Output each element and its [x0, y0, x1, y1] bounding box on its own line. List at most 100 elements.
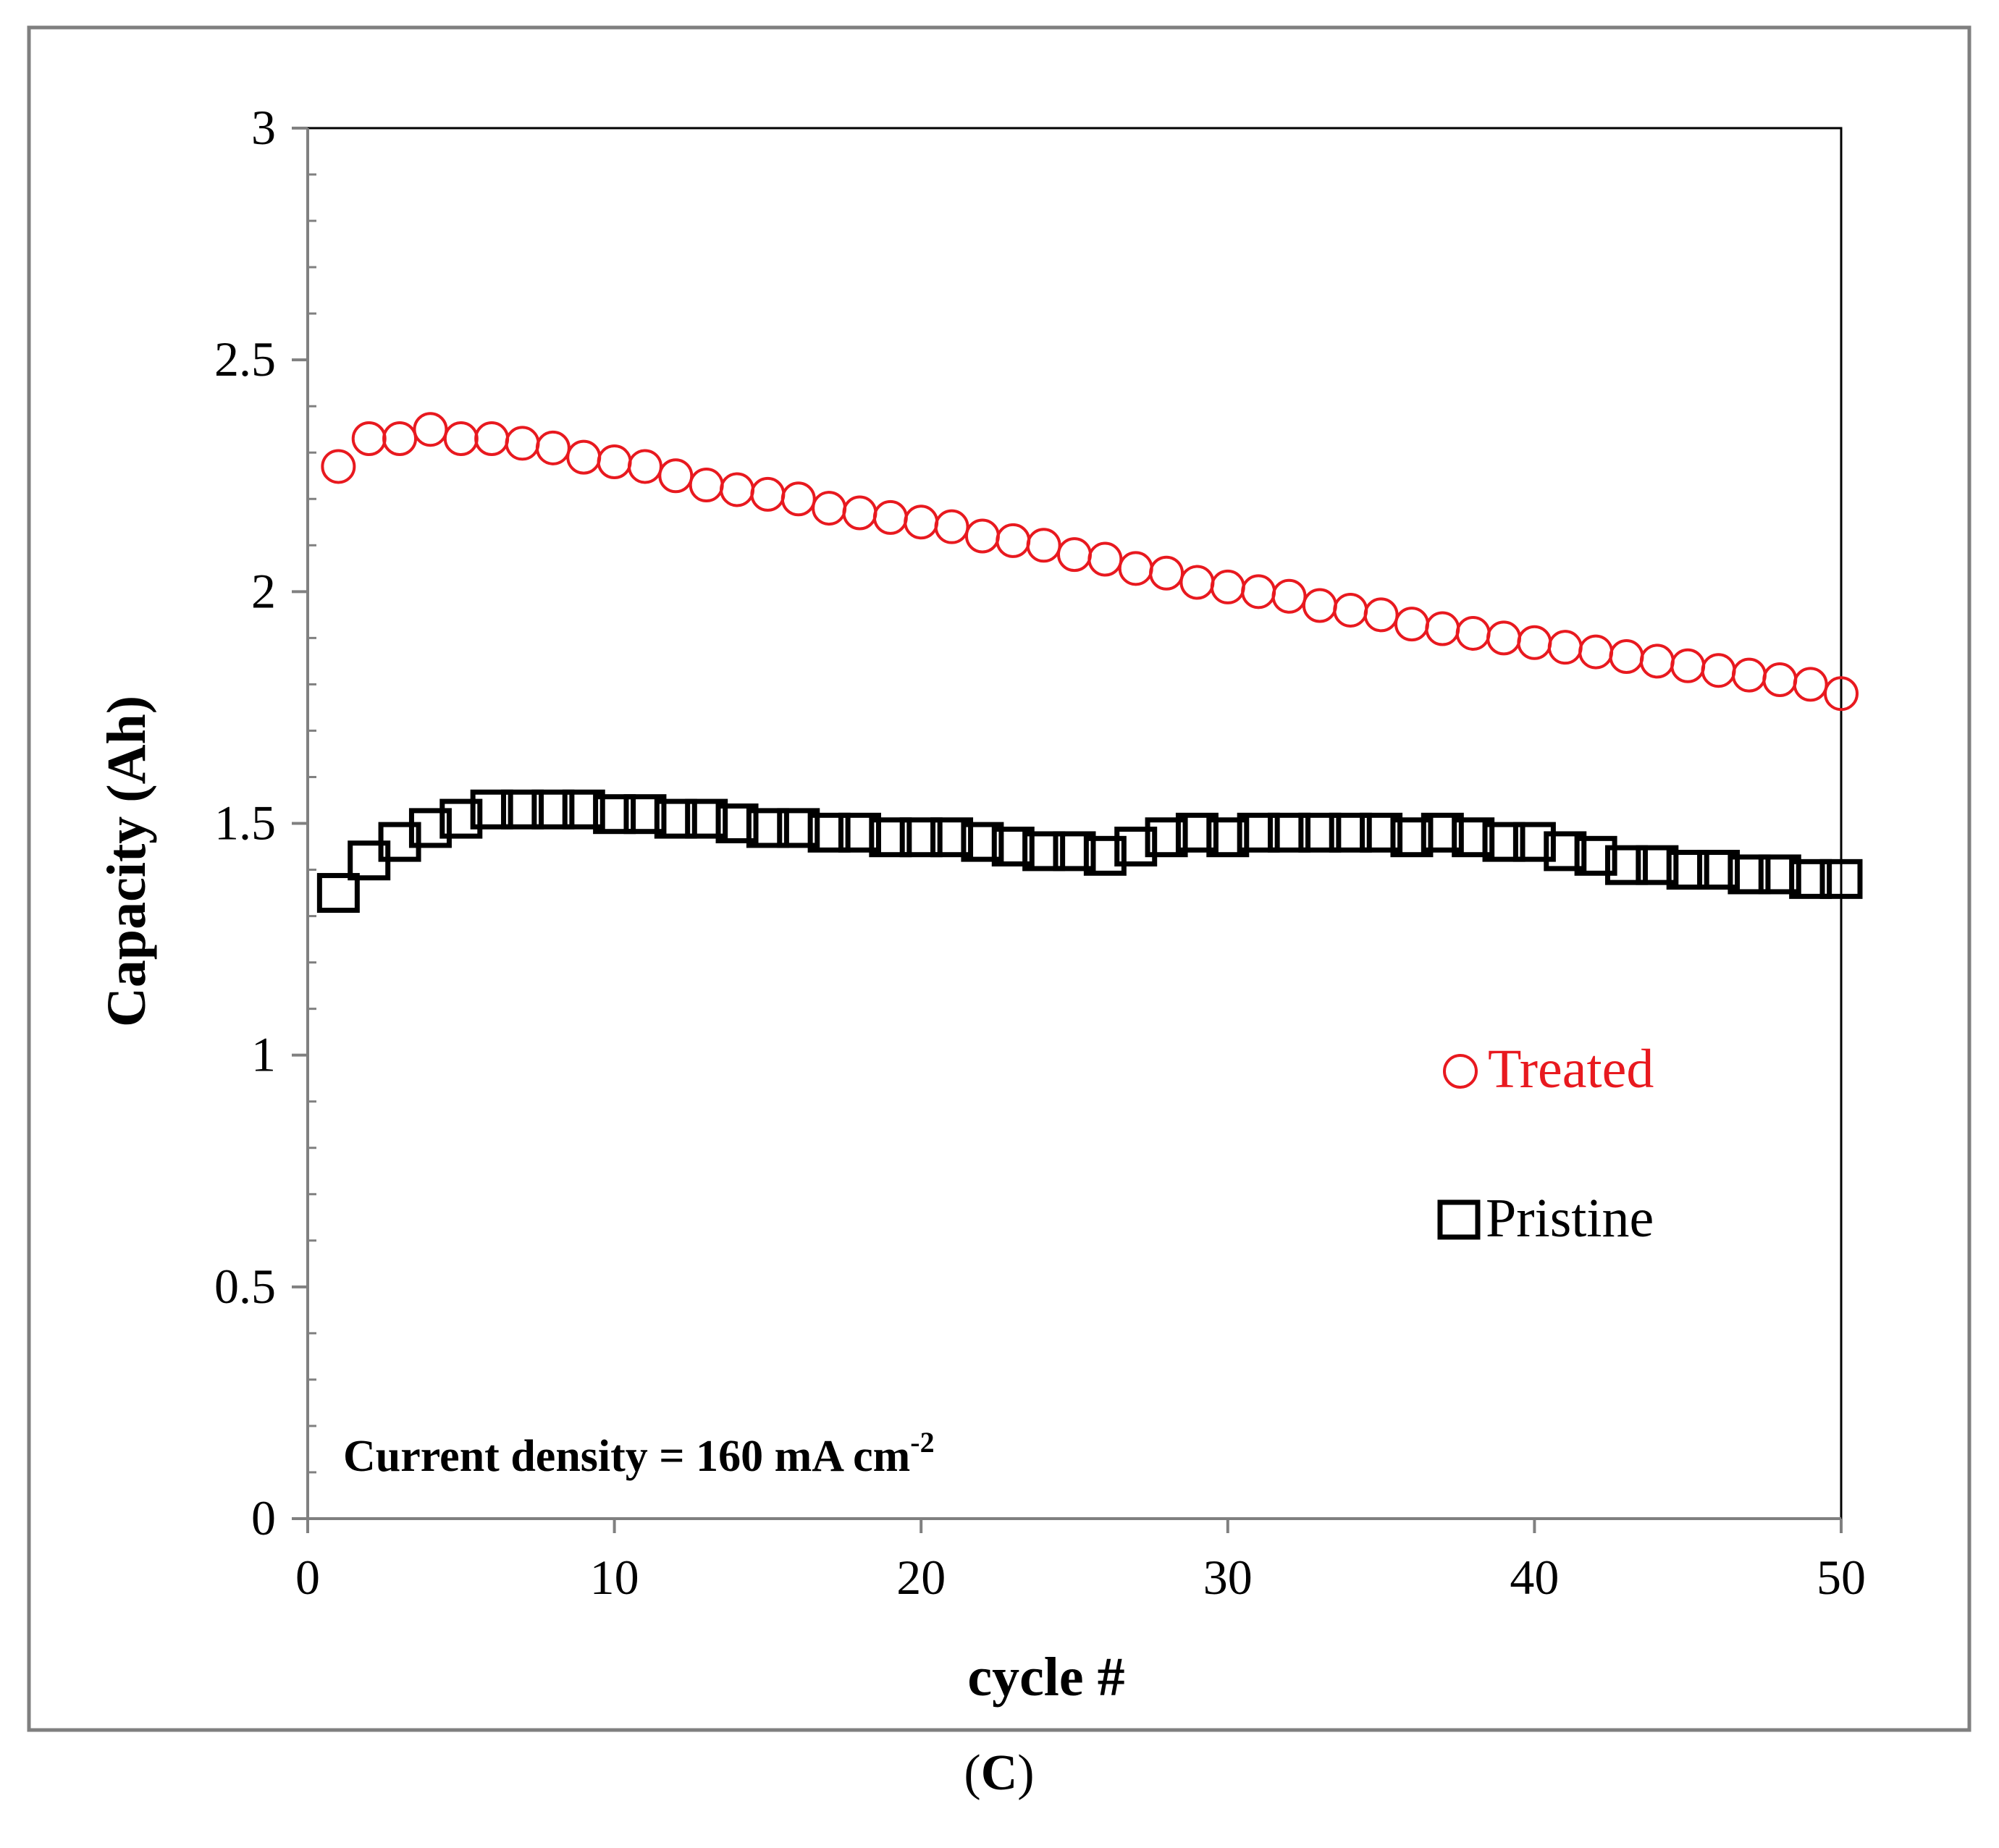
data-point-treated [382, 421, 418, 457]
y-tick-label: 3 [251, 100, 276, 155]
data-point-pristine [1666, 850, 1709, 890]
y-tick-label: 0 [251, 1490, 276, 1545]
data-point-pristine [1482, 822, 1525, 862]
data-point-treated [1578, 634, 1614, 670]
x-tick-label: 0 [295, 1550, 320, 1605]
data-point-pristine [961, 822, 1004, 862]
legend-label-pristine: Pristine [1486, 1188, 1654, 1249]
data-point-pristine [838, 812, 881, 853]
plot-area [306, 127, 1843, 1520]
data-point-pristine [1114, 827, 1158, 867]
data-point-treated [720, 472, 755, 507]
series-pristine [316, 789, 1863, 914]
data-point-pristine [746, 808, 789, 848]
data-point-pristine [623, 794, 667, 835]
data-point-treated [535, 430, 571, 465]
data-point-pristine [439, 798, 483, 839]
data-point-pristine [1758, 854, 1801, 895]
data-point-pristine [991, 827, 1035, 867]
x-axis-tick-labels: 0 10 20 30 40 50 [295, 1550, 1866, 1605]
data-point-treated [1670, 648, 1706, 683]
data-point-treated [1731, 657, 1767, 693]
data-point-treated [597, 444, 632, 480]
data-point-pristine [930, 817, 974, 858]
data-point-pristine [1789, 858, 1832, 899]
data-point-pristine [1206, 817, 1250, 858]
data-point-pristine [1819, 858, 1863, 899]
data-point-pristine [1083, 835, 1127, 876]
data-point-pristine [1298, 812, 1342, 853]
legend: Treated Pristine [1437, 1039, 1654, 1249]
data-point-pristine [899, 817, 943, 858]
data-point-treated [1517, 625, 1552, 660]
data-point-pristine [1636, 845, 1679, 885]
data-point-treated [1425, 611, 1460, 646]
x-axis-ticks [306, 1519, 1843, 1533]
data-point-pristine [408, 808, 452, 848]
data-point-treated [627, 449, 662, 484]
data-point-treated [1455, 615, 1491, 651]
data-point-treated [1087, 541, 1123, 577]
data-point-treated [842, 495, 878, 531]
panel-label: (C) [964, 1745, 1034, 1801]
data-point-treated [750, 476, 786, 512]
data-point-treated [1149, 555, 1184, 591]
y-tick-label: 2 [251, 563, 276, 618]
series-treated [321, 412, 1859, 712]
panel-label-letter: C [981, 1745, 1018, 1801]
panel-label-open: ( [964, 1745, 980, 1801]
x-tick-label: 30 [1203, 1550, 1253, 1605]
figure-frame [27, 25, 1971, 1732]
data-point-treated [505, 426, 540, 461]
data-point-pristine [1390, 817, 1434, 858]
data-point-treated [1793, 667, 1828, 702]
data-point-pristine [807, 812, 851, 853]
data-point-pristine [654, 798, 697, 839]
data-point-pristine [562, 789, 605, 830]
data-point-pristine [1544, 831, 1587, 872]
data-point-pristine [1727, 854, 1771, 895]
x-axis-label: cycle # [967, 1647, 1124, 1708]
x-tick-label: 20 [896, 1550, 946, 1605]
data-point-treated [1609, 638, 1644, 674]
y-axis-tick-labels: 0 0.5 1 1.5 2 2.5 3 [214, 100, 276, 1545]
data-point-treated [1302, 588, 1337, 623]
legend-marker-treated [1443, 1054, 1478, 1089]
data-point-pristine [1053, 831, 1096, 872]
data-point-treated [1701, 653, 1736, 688]
current-density-annotation: Current density = 160 mA cm-2 [343, 1426, 935, 1481]
panel-label-close: ) [1017, 1745, 1034, 1801]
data-point-treated [996, 523, 1031, 558]
y-tick-label: 1 [251, 1027, 276, 1082]
data-point-treated [872, 499, 908, 535]
data-point-pristine [1360, 812, 1403, 853]
data-point-treated [1394, 607, 1429, 642]
data-point-pristine [869, 817, 912, 858]
data-point-pristine [593, 794, 636, 835]
data-point-pristine [715, 803, 759, 843]
legend-marker-pristine [1437, 1199, 1481, 1240]
data-point-treated [1026, 528, 1061, 563]
data-point-pristine [1175, 812, 1219, 853]
data-point-pristine [777, 808, 820, 848]
data-point-treated [1118, 551, 1153, 586]
data-point-treated [1547, 630, 1583, 665]
x-tick-label: 50 [1817, 1550, 1866, 1605]
data-point-treated [658, 458, 694, 494]
data-point-pristine [1512, 822, 1556, 862]
data-point-pristine [1697, 850, 1741, 890]
data-point-pristine [501, 789, 544, 830]
y-tick-label: 2.5 [214, 332, 276, 387]
data-point-pristine [1574, 835, 1617, 876]
data-point-treated [1057, 537, 1092, 573]
data-point-pristine [1022, 831, 1066, 872]
data-point-pristine [1145, 817, 1188, 858]
data-point-pristine [1604, 845, 1648, 885]
y-tick-label: 1.5 [214, 796, 276, 851]
data-point-treated [964, 518, 1000, 554]
data-point-pristine [1452, 817, 1495, 858]
data-point-treated [1363, 597, 1399, 633]
data-point-treated [413, 412, 448, 447]
x-tick-label: 40 [1510, 1550, 1559, 1605]
